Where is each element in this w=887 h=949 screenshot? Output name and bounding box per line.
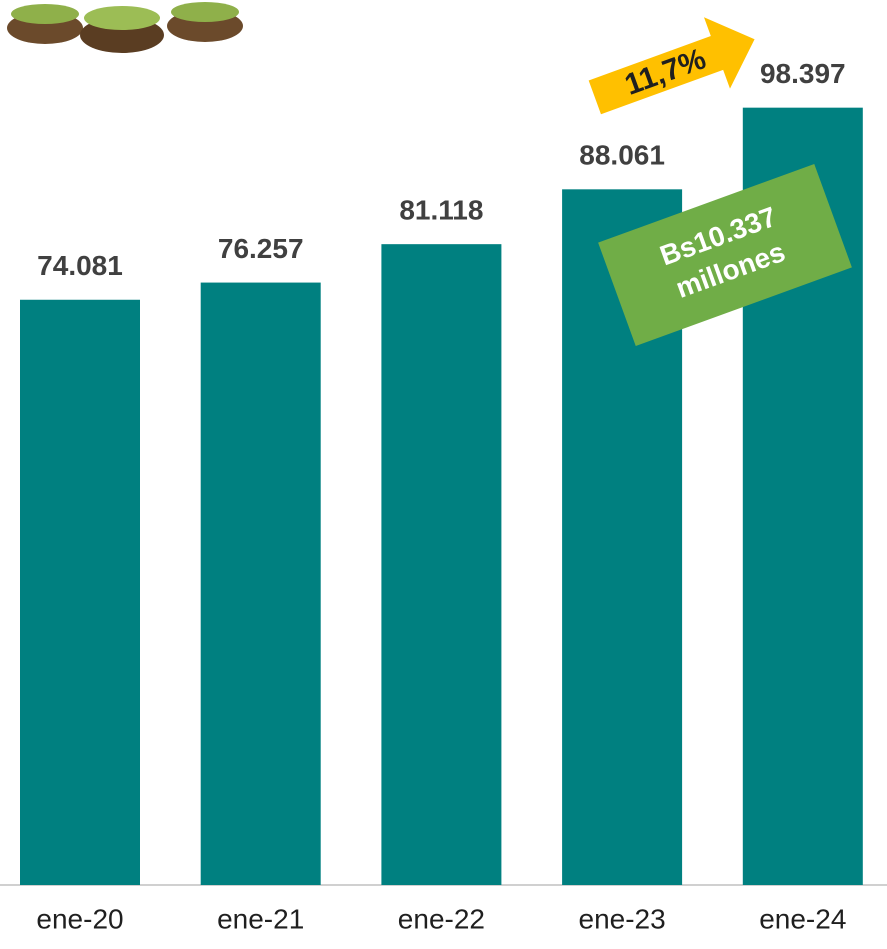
chart: 11,7% ene-20 74.081 ene-21 76.257 ene-22 81.1… bbox=[0, 0, 887, 949]
value-label: 81.118 bbox=[399, 195, 483, 226]
bar bbox=[381, 244, 501, 885]
x-tick-label: ene-22 bbox=[398, 903, 485, 934]
value-label: 76.257 bbox=[218, 233, 304, 264]
basket-illustration bbox=[7, 2, 243, 53]
bar bbox=[201, 283, 321, 885]
growth-arrow: 11,7% bbox=[582, 4, 768, 134]
growth-label: 11,7% bbox=[621, 42, 711, 102]
x-tick-label: ene-20 bbox=[36, 903, 123, 934]
value-label: 98.397 bbox=[760, 58, 846, 89]
x-tick-label: ene-23 bbox=[579, 903, 666, 934]
value-label: 88.061 bbox=[579, 140, 665, 171]
value-label: 74.081 bbox=[37, 250, 123, 281]
x-tick-label: ene-21 bbox=[217, 903, 304, 934]
x-tick-label: ene-24 bbox=[759, 903, 846, 934]
bar bbox=[20, 300, 140, 885]
